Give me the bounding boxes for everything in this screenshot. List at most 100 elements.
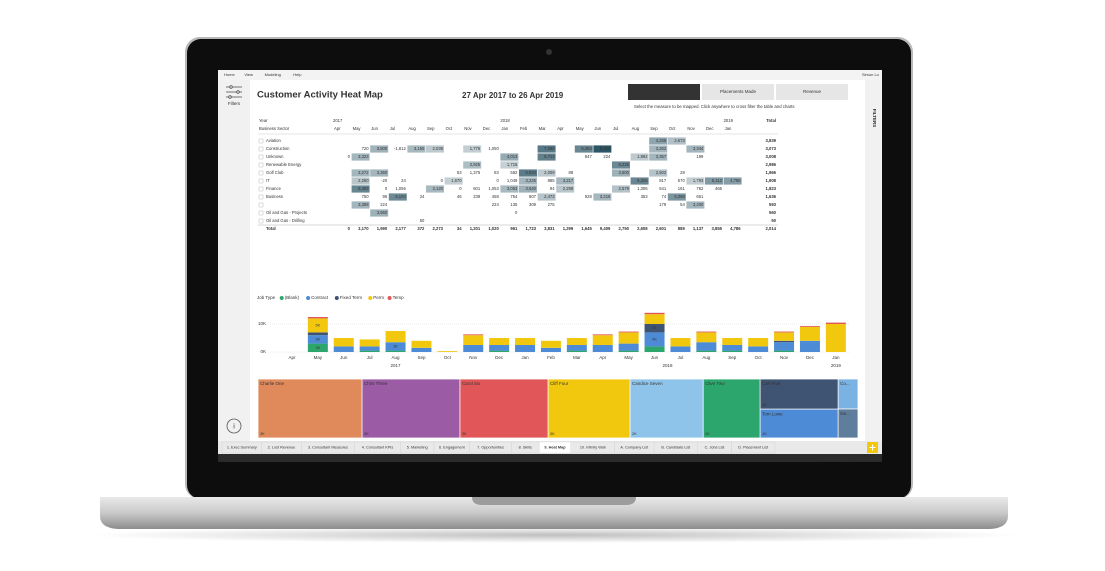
menu-item[interactable]: Help <box>293 72 302 77</box>
sector-label[interactable]: IT <box>266 178 270 183</box>
page-tab-label[interactable]: 3. Consultant Measures <box>308 446 348 450</box>
bar-segment[interactable] <box>696 350 717 352</box>
bar-segment[interactable] <box>670 346 691 352</box>
bar-segment[interactable] <box>748 346 769 352</box>
bar-segment[interactable] <box>774 340 795 343</box>
filter-icon[interactable] <box>226 85 242 99</box>
bar-segment[interactable] <box>566 338 587 345</box>
bar-segment[interactable] <box>463 334 484 336</box>
page-tab-label[interactable]: 10. Infinity Wall <box>580 446 606 450</box>
sector-label[interactable]: Oil and Gas - Drilling <box>266 218 305 223</box>
sector-label[interactable]: Finance <box>266 186 282 191</box>
bar-segment[interactable] <box>670 338 691 347</box>
row-checkbox[interactable] <box>258 146 264 152</box>
page-tab[interactable] <box>731 441 776 454</box>
page-tab-label[interactable]: C. Jobs List <box>705 446 726 450</box>
bar-segment[interactable] <box>644 346 665 352</box>
bar-segment[interactable] <box>385 342 406 351</box>
bar-segment[interactable] <box>463 345 484 352</box>
bar-segment[interactable] <box>307 343 328 352</box>
legend-swatch[interactable] <box>334 296 339 300</box>
row-checkbox[interactable] <box>258 178 264 184</box>
bar-segment[interactable] <box>774 331 795 333</box>
treemap-tile[interactable] <box>630 379 703 438</box>
bar-segment[interactable] <box>515 338 536 345</box>
bar-segment[interactable] <box>748 338 769 347</box>
sector-label[interactable]: Golf Club <box>266 170 284 175</box>
measure-button-label[interactable]: Avg Revenue per Place <box>640 89 688 94</box>
bar-segment[interactable] <box>774 332 795 341</box>
legend-label[interactable]: (Blank) <box>285 295 300 300</box>
treemap-tile[interactable] <box>548 379 630 438</box>
page-tab-label[interactable]: A. Company List <box>620 446 649 450</box>
row-checkbox[interactable] <box>258 138 264 144</box>
treemap-tile[interactable] <box>362 379 460 438</box>
bar-segment[interactable] <box>307 318 328 333</box>
bar-segment[interactable] <box>489 350 510 352</box>
bar-segment[interactable] <box>618 332 639 344</box>
bar-segment[interactable] <box>489 345 510 351</box>
bar-segment[interactable] <box>696 331 717 333</box>
page-tab-label[interactable]: 9. Heat Map <box>544 446 566 450</box>
bar-segment[interactable] <box>799 326 820 341</box>
bar-segment[interactable] <box>799 325 820 327</box>
page-tab-label[interactable]: 7. Opportunities <box>477 446 504 450</box>
bar-segment[interactable] <box>333 346 354 352</box>
info-icon[interactable] <box>226 418 242 434</box>
bar-segment[interactable] <box>618 350 639 352</box>
row-checkbox[interactable] <box>258 154 264 160</box>
bar-segment[interactable] <box>385 350 406 352</box>
measure-button[interactable] <box>776 84 848 100</box>
bar-segment[interactable] <box>307 332 328 336</box>
menu-item[interactable]: Home <box>224 72 235 77</box>
row-checkbox[interactable] <box>258 186 264 192</box>
bar-segment[interactable] <box>411 347 432 352</box>
bar-segment[interactable] <box>359 350 380 352</box>
measure-button-label[interactable]: Placements Made <box>720 89 757 94</box>
bar-segment[interactable] <box>644 314 665 324</box>
bar-segment[interactable] <box>696 342 717 351</box>
treemap-tile[interactable] <box>838 379 858 409</box>
legend-label[interactable]: Perm <box>373 295 384 300</box>
menu-item[interactable]: View <box>244 72 253 77</box>
page-tab-label[interactable]: 4. Consultant KPIs <box>362 446 394 450</box>
bar-segment[interactable] <box>774 350 795 352</box>
row-checkbox[interactable] <box>258 210 264 216</box>
bar-segment[interactable] <box>644 332 665 347</box>
measure-button[interactable] <box>702 84 774 100</box>
sector-label[interactable]: Business <box>266 194 283 199</box>
row-checkbox[interactable] <box>258 170 264 176</box>
sector-label[interactable]: Oil and Gas - Projects <box>266 210 307 215</box>
bar-segment[interactable] <box>618 343 639 351</box>
legend-swatch[interactable] <box>387 296 392 300</box>
bar-segment[interactable] <box>722 345 743 351</box>
sector-label[interactable]: Construction <box>266 146 290 151</box>
bar-segment[interactable] <box>825 324 846 352</box>
bar-segment[interactable] <box>437 351 458 352</box>
row-checkbox[interactable] <box>258 162 264 168</box>
bar-segment[interactable] <box>307 317 328 319</box>
bar-segment[interactable] <box>333 338 354 347</box>
bar-segment[interactable] <box>799 340 820 352</box>
bar-segment[interactable] <box>359 346 380 351</box>
page-tab-label[interactable]: 2. Lost Revenue <box>268 446 296 450</box>
legend-swatch[interactable] <box>368 296 373 300</box>
bar-segment[interactable] <box>644 324 665 333</box>
treemap-tile[interactable] <box>258 379 362 438</box>
bar-segment[interactable] <box>359 339 380 347</box>
page-tab-label[interactable]: B. Candidate List <box>661 446 691 450</box>
bar-segment[interactable] <box>515 345 536 352</box>
treemap-tile[interactable] <box>838 409 858 438</box>
page-tab-label[interactable]: 6. Engagement <box>439 446 466 450</box>
sector-label[interactable]: Renewable Energy <box>266 162 302 167</box>
treemap-tile[interactable] <box>760 379 838 409</box>
legend-swatch[interactable] <box>279 296 284 300</box>
bar-segment[interactable] <box>592 334 613 336</box>
status-text[interactable]: Storage Mode: DirectQuery (clic <box>823 456 880 461</box>
filters-pane-label[interactable]: FILTERS <box>872 109 877 127</box>
bar-segment[interactable] <box>618 331 639 333</box>
page-tab-label[interactable]: 8. Skills <box>519 446 532 450</box>
row-checkbox[interactable] <box>258 202 264 208</box>
bar-segment[interactable] <box>722 338 743 345</box>
legend-label[interactable]: Contract <box>311 295 329 300</box>
